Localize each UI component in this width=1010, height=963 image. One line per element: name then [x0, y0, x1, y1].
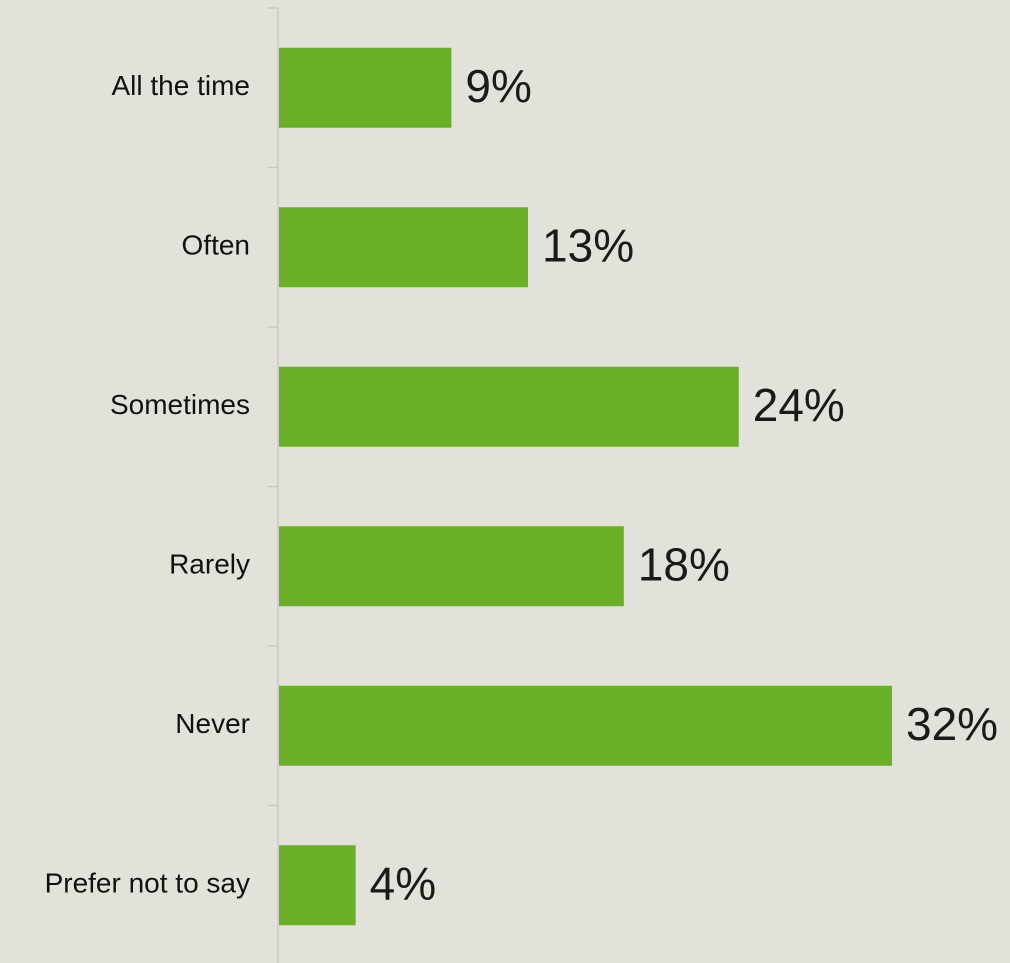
category-label: Rarely [169, 549, 250, 580]
category-label: All the time [112, 70, 251, 101]
value-labels: 9% 13% 24% 18% 32% 4% [370, 60, 998, 910]
bars [279, 47, 892, 926]
data-label: 4% [370, 857, 436, 909]
data-label: 13% [542, 219, 634, 271]
bar [279, 366, 739, 447]
bar [279, 845, 356, 926]
category-labels: All the time Often Sometimes Rarely Never Pre… [45, 70, 250, 899]
bar [279, 207, 529, 288]
bar [279, 526, 624, 607]
data-label: 18% [638, 538, 730, 590]
data-label: 32% [906, 698, 998, 750]
data-label: 24% [753, 379, 845, 431]
category-label: Often [182, 230, 250, 261]
bar [279, 47, 452, 128]
data-label: 9% [465, 60, 531, 112]
category-label: Sometimes [110, 389, 250, 420]
category-axis [268, 7, 279, 963]
bar [279, 685, 892, 766]
category-label: Never [175, 708, 250, 739]
category-label: Prefer not to say [45, 868, 250, 899]
